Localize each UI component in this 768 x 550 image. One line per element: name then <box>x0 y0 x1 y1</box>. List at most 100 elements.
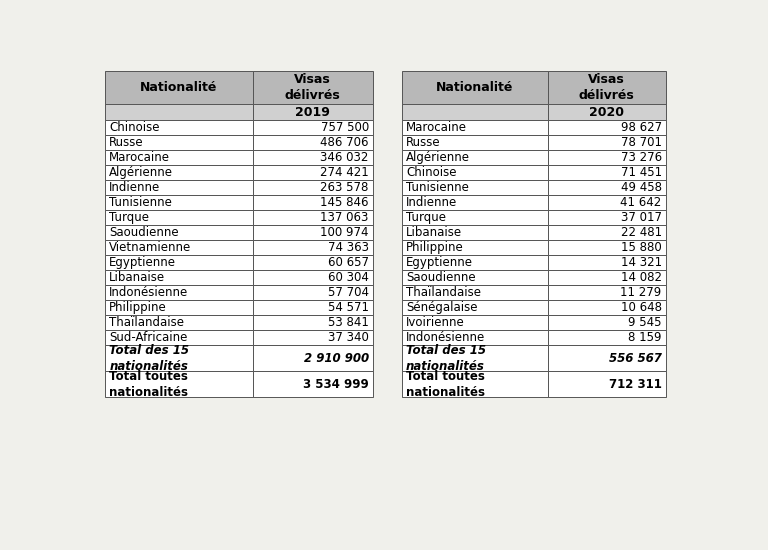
Text: 22 481: 22 481 <box>621 226 662 239</box>
Bar <box>548 165 666 180</box>
Text: Total toutes
nationalités: Total toutes nationalités <box>406 370 485 399</box>
Text: Saoudienne: Saoudienne <box>109 226 179 239</box>
Bar <box>253 330 372 345</box>
Bar <box>548 315 666 330</box>
Bar <box>105 195 253 210</box>
Bar <box>402 210 548 225</box>
Text: 71 451: 71 451 <box>621 166 662 179</box>
Text: Indienne: Indienne <box>109 181 161 194</box>
Bar <box>253 371 372 398</box>
Bar <box>253 150 372 165</box>
Bar <box>548 150 666 165</box>
Bar <box>402 180 548 195</box>
Bar <box>402 255 548 270</box>
Bar <box>253 270 372 285</box>
Text: 486 706: 486 706 <box>320 136 369 149</box>
Text: Marocaine: Marocaine <box>109 151 170 164</box>
Text: Russe: Russe <box>109 136 144 149</box>
Text: Indonésienne: Indonésienne <box>406 331 485 344</box>
Bar <box>548 345 666 371</box>
Bar <box>105 270 253 285</box>
Bar <box>548 300 666 315</box>
Bar <box>105 285 253 300</box>
Bar <box>402 285 548 300</box>
Bar <box>548 180 666 195</box>
Text: Thaïlandaise: Thaïlandaise <box>109 316 184 329</box>
Bar <box>105 72 253 104</box>
Text: 60 304: 60 304 <box>328 271 369 284</box>
Bar <box>253 72 372 104</box>
Text: Sud-Africaine: Sud-Africaine <box>109 331 187 344</box>
Bar <box>105 180 253 195</box>
Text: 78 701: 78 701 <box>621 136 662 149</box>
Text: 60 657: 60 657 <box>328 256 369 269</box>
Text: 15 880: 15 880 <box>621 241 662 254</box>
Text: Marocaine: Marocaine <box>406 121 467 134</box>
Bar <box>253 120 372 135</box>
Bar <box>105 330 253 345</box>
Text: Tunisienne: Tunisienne <box>109 196 172 209</box>
Bar <box>548 330 666 345</box>
Text: 2020: 2020 <box>589 106 624 119</box>
Bar <box>105 210 253 225</box>
Text: 14 082: 14 082 <box>621 271 662 284</box>
Text: Nationalité: Nationalité <box>436 81 514 95</box>
Text: 346 032: 346 032 <box>320 151 369 164</box>
Text: 274 421: 274 421 <box>320 166 369 179</box>
Text: 11 279: 11 279 <box>621 286 662 299</box>
Text: Chinoise: Chinoise <box>109 121 160 134</box>
Text: 14 321: 14 321 <box>621 256 662 269</box>
Text: 145 846: 145 846 <box>320 196 369 209</box>
Bar <box>253 104 372 120</box>
Bar <box>548 104 666 120</box>
Text: 53 841: 53 841 <box>328 316 369 329</box>
Text: 8 159: 8 159 <box>628 331 662 344</box>
Bar <box>105 135 253 150</box>
Text: 37 017: 37 017 <box>621 211 662 224</box>
Bar <box>402 135 548 150</box>
Bar <box>253 285 372 300</box>
Bar <box>402 345 548 371</box>
Bar <box>105 240 253 255</box>
Text: Philippine: Philippine <box>406 241 464 254</box>
Bar <box>105 371 253 398</box>
Bar <box>253 195 372 210</box>
Bar <box>402 270 548 285</box>
Bar <box>402 195 548 210</box>
Bar <box>402 150 548 165</box>
Bar <box>402 165 548 180</box>
Bar <box>253 315 372 330</box>
Bar <box>253 345 372 371</box>
Bar <box>402 72 548 104</box>
Bar <box>548 371 666 398</box>
Text: Egyptienne: Egyptienne <box>406 256 473 269</box>
Text: Turque: Turque <box>109 211 149 224</box>
Text: 757 500: 757 500 <box>320 121 369 134</box>
Text: 263 578: 263 578 <box>320 181 369 194</box>
Text: 137 063: 137 063 <box>320 211 369 224</box>
Text: 49 458: 49 458 <box>621 181 662 194</box>
Bar <box>105 150 253 165</box>
Text: 37 340: 37 340 <box>328 331 369 344</box>
Text: Total des 15
nationalités: Total des 15 nationalités <box>406 344 486 373</box>
Text: Chinoise: Chinoise <box>406 166 456 179</box>
Text: Tunisienne: Tunisienne <box>406 181 469 194</box>
Text: Ivoirienne: Ivoirienne <box>406 316 465 329</box>
Text: Libanaise: Libanaise <box>406 226 462 239</box>
Bar <box>548 72 666 104</box>
Bar <box>253 240 372 255</box>
Bar <box>402 120 548 135</box>
Text: Saoudienne: Saoudienne <box>406 271 475 284</box>
Bar <box>105 255 253 270</box>
Bar <box>548 210 666 225</box>
Bar <box>253 300 372 315</box>
Bar <box>402 104 548 120</box>
Bar <box>253 255 372 270</box>
Bar <box>548 135 666 150</box>
Text: 2019: 2019 <box>295 106 330 119</box>
Bar <box>402 225 548 240</box>
Bar <box>402 240 548 255</box>
Text: 98 627: 98 627 <box>621 121 662 134</box>
Text: 41 642: 41 642 <box>621 196 662 209</box>
Bar <box>105 345 253 371</box>
